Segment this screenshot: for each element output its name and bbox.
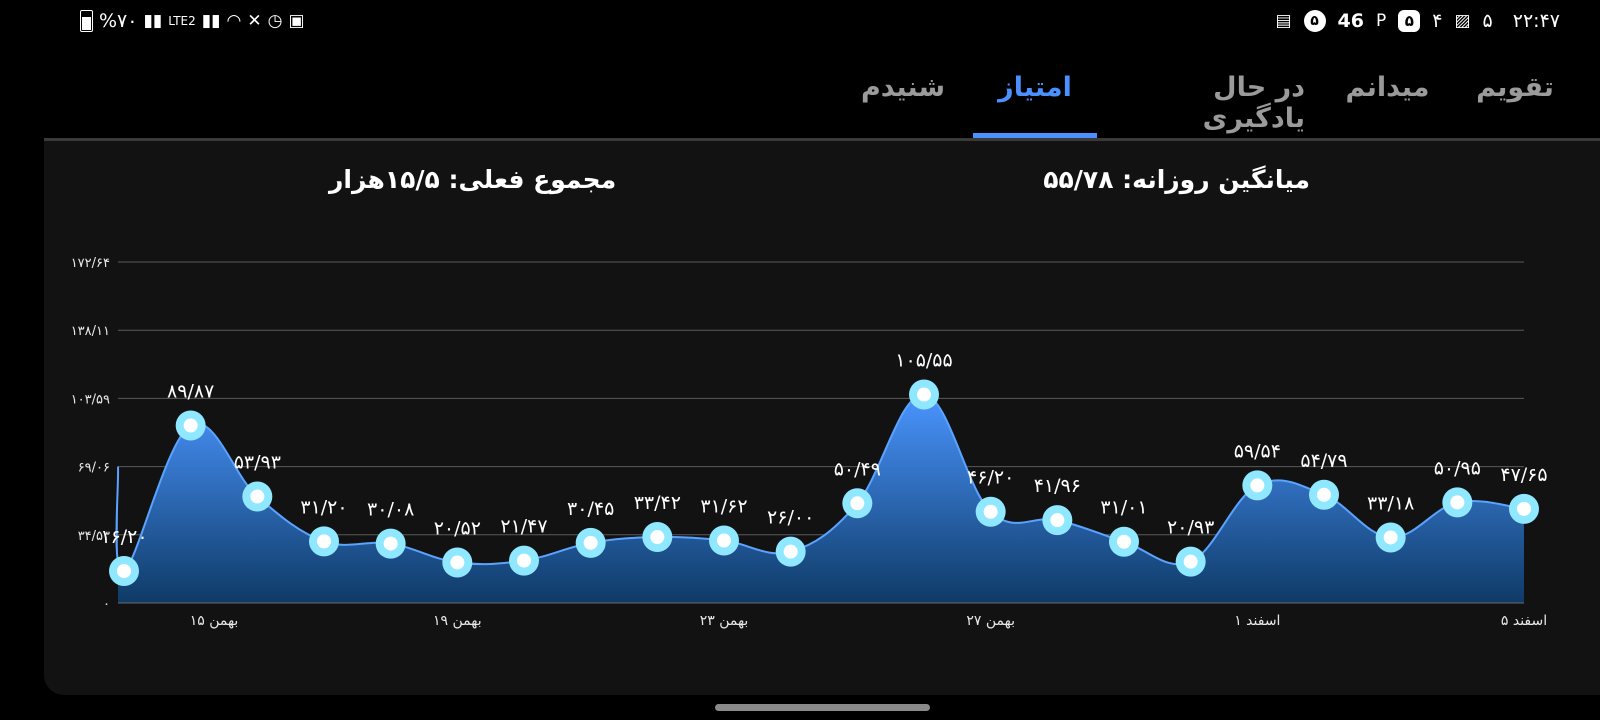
data-point-center (917, 387, 931, 402)
gallery-icon: ▨ (1454, 11, 1471, 31)
data-label: ۵۴/۷۹ (1300, 450, 1347, 472)
x-tick-label: ۱۹ بهمن (433, 613, 482, 629)
data-label: ۳۳/۱۸ (1367, 492, 1414, 514)
data-point-center (183, 418, 198, 433)
battery-icon (80, 10, 93, 32)
data-label: ۸۹/۸۷ (167, 380, 214, 402)
daily-average: میانگین روزانه: ۵۵/۷۸ (1043, 165, 1310, 194)
data-point-center (383, 536, 398, 551)
x-tick-label: ۲۷ بهمن (966, 613, 1015, 629)
data-label: ۱۰۵/۵۵ (895, 350, 952, 372)
wifi-icon: ◠ (226, 11, 242, 31)
data-label: ۴۷/۶۵ (1500, 464, 1547, 486)
tab-calendar[interactable]: تقویم (1476, 72, 1554, 103)
data-label: ۳۰/۰۸ (367, 499, 414, 521)
score-chart: ۰ ۳۴/۵۳ ۶۹/۰۶ ۱۰۳/۵۹ ۱۳۸/۱۱ ۱۷۲/۶۴ ۱۶/۲۰ ۸۹/۸۷ ۵… (71, 256, 1548, 629)
data-point-center (1050, 513, 1065, 528)
notification-46: 46 (1337, 10, 1364, 32)
data-label: ۱۶/۲۰ (100, 526, 147, 548)
tab-score[interactable]: امتیاز (973, 64, 1097, 138)
x-tick-label: ۱۵ بهمن (190, 613, 239, 629)
alarm-icon: ◷ (267, 11, 283, 31)
data-label: ۲۱/۴۷ (500, 516, 547, 538)
data-point-center (517, 553, 531, 568)
tabs-divider (44, 138, 1600, 141)
data-point-center (250, 489, 265, 504)
data-point-center (1450, 495, 1465, 510)
y-tick-label: ۳۴/۵۳ (78, 529, 110, 544)
tab-learning[interactable]: در حال یادگیری (1202, 72, 1305, 134)
data-label: ۲۰/۹۳ (1167, 517, 1214, 539)
data-point-center (650, 529, 665, 544)
translate-icon: ▤ (1275, 11, 1292, 31)
x-tick-label: ۱ اسفند (1234, 613, 1280, 629)
mute-icon: ✕ (247, 11, 262, 31)
data-label: ۳۱/۲۰ (300, 496, 347, 518)
tab-known[interactable]: میدانم (1345, 72, 1430, 103)
status-left: %۷۰ ▮▮ LTE2 ▮▮ ◠ ✕ ◷ ▣ (80, 9, 305, 33)
x-tick-label: ۲۳ بهمن (700, 613, 749, 629)
data-label: ۳۱/۶۲ (700, 496, 747, 518)
y-tick-label: ۱۰۳/۵۹ (71, 392, 110, 407)
data-label: ۳۰/۴۵ (567, 498, 614, 520)
data-point-center (1250, 478, 1265, 493)
data-point-center (117, 564, 131, 579)
y-tick-label: ۰ (103, 597, 110, 612)
battery-saver-icon: ▣ (288, 11, 305, 31)
x-tick-label: ۵ اسفند (1501, 613, 1547, 629)
status-bar: %۷۰ ▮▮ LTE2 ▮▮ ◠ ✕ ◷ ▣ ▤ ۵ 46 P ۵ ۴ ▨ ۵ … (0, 0, 1600, 44)
y-tick-label: ۶۹/۰۶ (78, 461, 110, 476)
notification-count-2: ۵ (1482, 10, 1493, 32)
data-label: ۳۱/۰۱ (1100, 497, 1147, 519)
tab-bar: تقویم میدانم در حال یادگیری امتیاز شنیدم (833, 64, 1570, 138)
data-label: ۴۶/۲۰ (967, 467, 1014, 489)
data-point-center (783, 544, 798, 559)
notification-badge-2: ۵ (1398, 10, 1421, 32)
data-point-center (850, 496, 865, 511)
data-label: ۵۹/۵۴ (1234, 440, 1281, 462)
data-point-center (1117, 534, 1131, 549)
data-point-center (983, 504, 998, 519)
data-point-center (1517, 501, 1531, 516)
data-label: ۲۶/۰۰ (767, 507, 814, 529)
signal-icon: ▮▮ (143, 11, 163, 31)
data-label: ۳۳/۴۲ (634, 492, 681, 514)
data-label: ۵۳/۹۳ (234, 451, 281, 473)
notification-count: ۴ (1432, 10, 1443, 32)
status-time: ۲۲:۴۷ (1512, 10, 1560, 32)
data-point-center (583, 535, 598, 550)
y-tick-label: ۱۷۲/۶۴ (71, 256, 110, 271)
parking-icon: P (1376, 11, 1387, 31)
data-point-center (450, 555, 465, 570)
data-point-center (1383, 530, 1398, 545)
signal-2-icon: ▮▮ (201, 11, 221, 31)
data-point-center (1317, 487, 1331, 502)
data-label: ۴۱/۹۶ (1034, 475, 1081, 497)
lte-label: LTE2 (168, 14, 196, 28)
data-label: ۵۰/۴۹ (834, 458, 881, 480)
data-point-center (717, 533, 731, 548)
tab-heard[interactable]: شنیدم (861, 72, 945, 103)
data-label: ۵۰/۹۵ (1434, 457, 1481, 479)
data-point-center (1183, 554, 1198, 569)
battery-percent: %۷۰ (99, 10, 138, 32)
data-label: ۲۰/۵۲ (434, 517, 481, 539)
home-indicator[interactable] (715, 704, 930, 711)
data-point-center (317, 534, 331, 549)
notification-badge-1: ۵ (1303, 10, 1326, 32)
current-total: مجموع فعلی: ۱۵/۵هزار (329, 165, 617, 194)
y-tick-label: ۱۳۸/۱۱ (71, 324, 110, 339)
status-right: ▤ ۵ 46 P ۵ ۴ ▨ ۵ ۲۲:۴۷ (1275, 9, 1560, 33)
